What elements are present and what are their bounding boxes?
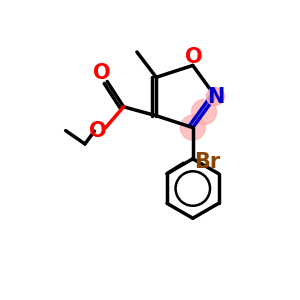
Text: N: N xyxy=(207,86,224,106)
Circle shape xyxy=(192,100,217,124)
Circle shape xyxy=(180,115,205,140)
Text: O: O xyxy=(88,121,106,141)
Text: O: O xyxy=(185,47,203,67)
Text: Br: Br xyxy=(194,152,220,172)
Circle shape xyxy=(206,88,224,105)
Text: O: O xyxy=(93,63,111,83)
